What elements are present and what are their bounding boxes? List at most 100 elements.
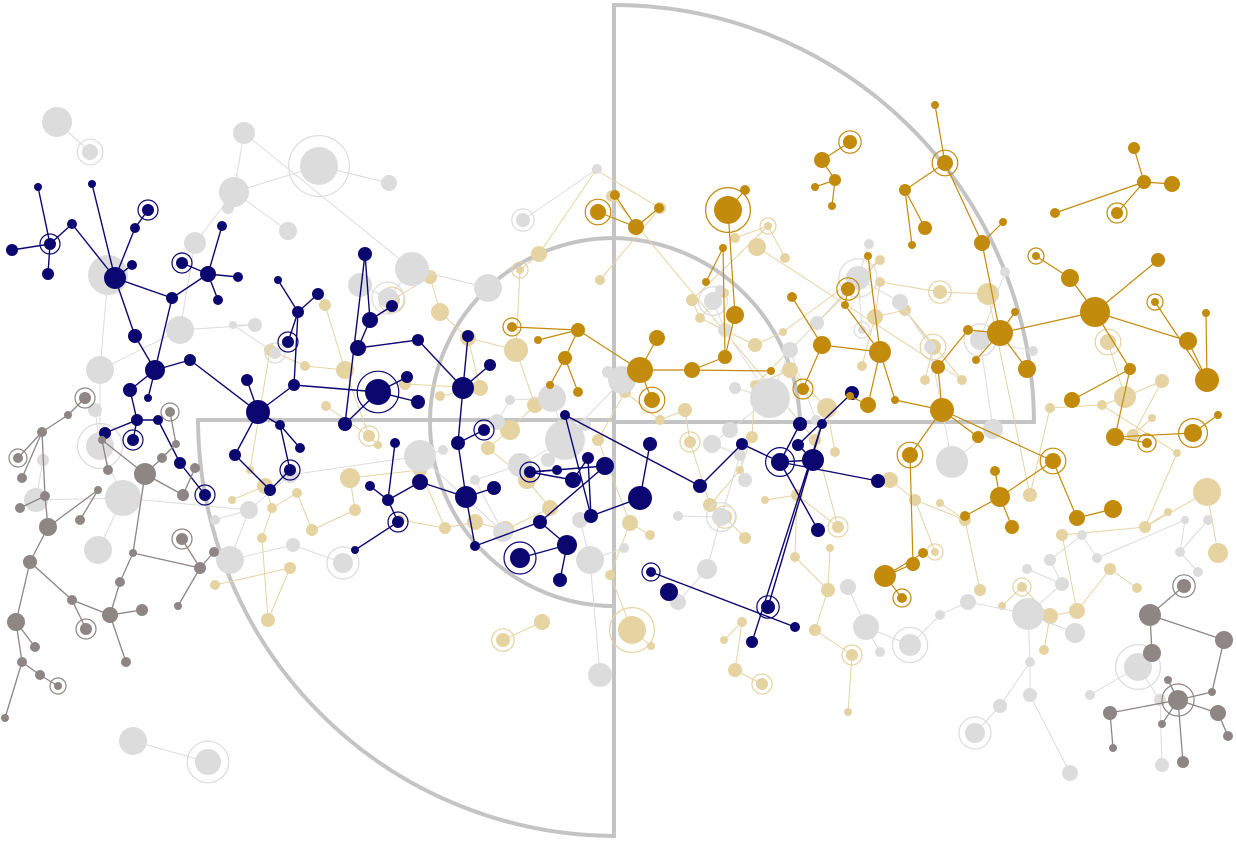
network-node — [655, 415, 665, 425]
network-edge — [814, 629, 853, 656]
node-halo — [679, 431, 701, 453]
network-edge — [999, 460, 1054, 498]
network-node — [1177, 579, 1191, 593]
network-node — [739, 532, 751, 544]
network-node — [1132, 583, 1142, 593]
network-node — [431, 303, 449, 321]
network-node — [811, 523, 825, 537]
network-node — [595, 275, 605, 285]
network-node — [451, 436, 465, 450]
node-halo — [277, 331, 299, 353]
network-edge — [277, 279, 299, 313]
network-node — [340, 468, 360, 488]
gray-faded-network-nodes — [24, 107, 1213, 784]
network-node — [871, 474, 885, 488]
network-node — [35, 670, 45, 680]
node-halo — [759, 217, 777, 235]
network-node — [1151, 298, 1159, 306]
node-halo — [491, 628, 515, 652]
network-node — [115, 577, 125, 587]
network-node — [319, 299, 331, 311]
network-node — [23, 555, 37, 569]
network-node — [493, 522, 513, 542]
network-node — [439, 522, 451, 534]
network-edge — [904, 189, 926, 229]
network-edge — [354, 521, 399, 551]
network-node — [1023, 688, 1037, 702]
network-node — [596, 457, 614, 475]
network-edge — [709, 469, 741, 506]
network-node — [610, 190, 620, 200]
network-node — [538, 384, 566, 412]
network-node — [843, 135, 857, 149]
network-edge — [1144, 452, 1178, 528]
network-node — [362, 312, 378, 328]
network-edge — [467, 337, 481, 389]
network-node — [54, 682, 62, 690]
network-node — [1173, 449, 1181, 457]
network-node — [1092, 553, 1102, 563]
network-node — [199, 489, 211, 501]
network-node — [930, 398, 954, 422]
network-node — [738, 473, 752, 487]
network-node — [333, 553, 353, 573]
network-node — [541, 453, 555, 467]
node-halo — [75, 618, 97, 640]
network-node — [826, 544, 834, 552]
network-node — [157, 453, 167, 463]
node-halo — [503, 541, 537, 575]
network-edge — [861, 316, 876, 367]
network-node — [1139, 604, 1161, 626]
network-edge — [794, 494, 798, 558]
node-halo — [931, 149, 959, 177]
network-node — [382, 494, 394, 506]
network-node — [470, 541, 480, 551]
network-node — [174, 457, 186, 469]
network-node — [1179, 332, 1197, 350]
network-node — [217, 221, 227, 231]
node-halo — [502, 317, 522, 337]
network-node — [1124, 653, 1152, 681]
network-node — [813, 336, 831, 354]
node-halo — [49, 677, 67, 695]
network-edge — [914, 499, 936, 553]
network-node — [300, 147, 338, 185]
node-halo — [1012, 577, 1032, 597]
network-node — [404, 440, 436, 472]
network-node — [17, 473, 27, 483]
network-node — [1023, 488, 1037, 502]
primary-networks — [1, 101, 1233, 768]
network-node — [144, 394, 152, 402]
node-halo — [171, 528, 193, 550]
network-node — [472, 380, 488, 396]
network-node — [484, 359, 496, 371]
network-node — [736, 438, 748, 450]
network-node — [1139, 521, 1151, 533]
network-node — [1164, 676, 1172, 684]
network-node — [771, 453, 789, 471]
network-node — [1032, 252, 1040, 260]
gray-network-nodes — [1, 387, 1233, 768]
network-node — [970, 330, 990, 350]
network-node — [123, 383, 137, 397]
node-halo — [756, 595, 780, 619]
network-node — [957, 375, 967, 385]
network-node — [489, 414, 505, 430]
network-node — [233, 272, 243, 282]
network-node — [229, 321, 237, 329]
network-node — [194, 562, 206, 574]
network-edge — [267, 567, 291, 621]
network-node — [1111, 207, 1123, 219]
node-halo — [891, 626, 929, 664]
network-node — [924, 341, 936, 353]
network-node — [533, 515, 547, 529]
network-node — [1064, 392, 1080, 408]
network-node — [358, 247, 372, 261]
network-node — [37, 427, 47, 437]
network-node — [292, 306, 304, 318]
network-node — [534, 336, 542, 344]
network-node — [64, 411, 72, 419]
network-node — [933, 285, 947, 299]
network-node — [987, 320, 1013, 346]
